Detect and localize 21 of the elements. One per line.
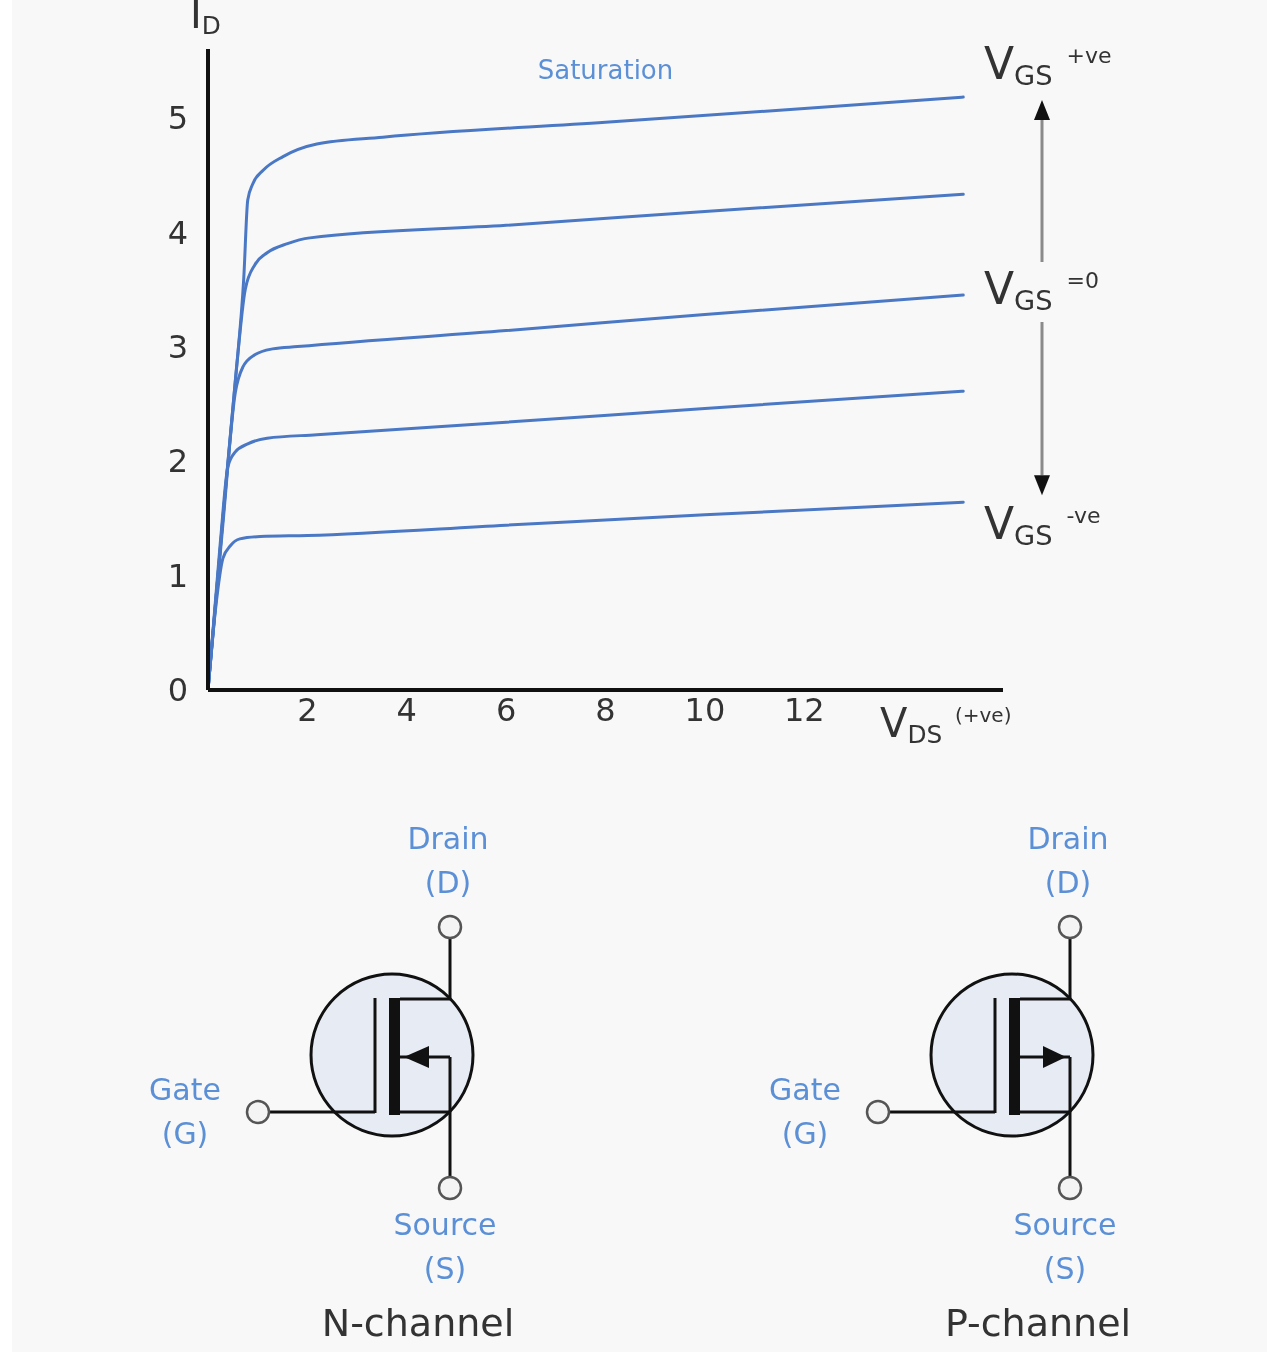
text: Gate (G) xyxy=(769,1071,841,1151)
y-tick-label: 5 xyxy=(167,99,188,138)
y-tick-label: 3 xyxy=(167,327,188,366)
annotation: Saturation xyxy=(537,55,674,85)
text: P-channel xyxy=(944,1301,1132,1345)
x-tick-label: 8 xyxy=(595,690,616,729)
x-tick-label: 2 xyxy=(297,690,318,729)
y-tick-label: 0 xyxy=(167,671,188,710)
text: Drain (D) xyxy=(407,820,489,900)
text: Drain (D) xyxy=(1027,820,1109,900)
source-note: Source (S) xyxy=(393,1206,497,1286)
x-tick-label: 10 xyxy=(684,690,726,729)
y-tick-label: 1 xyxy=(167,556,188,595)
y-tick-label: 2 xyxy=(167,442,188,481)
source-note: Source (S) xyxy=(1013,1206,1117,1286)
x-tick-label: 6 xyxy=(495,690,517,729)
x-tick-label: 4 xyxy=(396,690,417,729)
y-tick-label: 4 xyxy=(167,213,188,252)
text: Gate (G) xyxy=(149,1071,221,1151)
text: N-channel xyxy=(321,1301,515,1345)
x-tick-label: 12 xyxy=(783,690,825,729)
